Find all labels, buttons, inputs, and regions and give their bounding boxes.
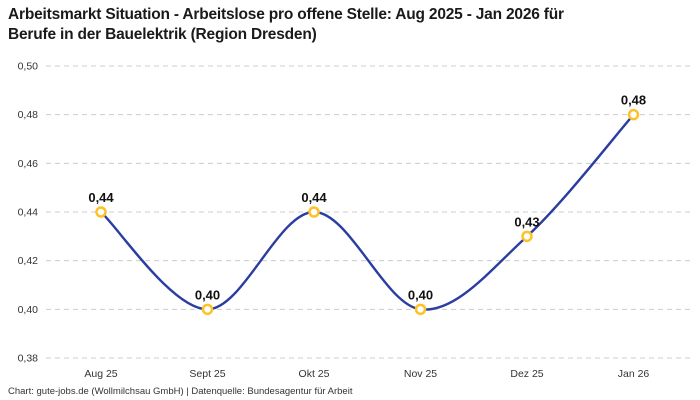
y-tick-label: 0,42 <box>18 255 39 267</box>
data-point-label: 0,48 <box>621 93 646 108</box>
y-tick-label: 0,50 <box>18 61 39 73</box>
y-tick-label: 0,38 <box>18 353 39 365</box>
data-point[interactable] <box>95 206 107 218</box>
data-point-label: 0,40 <box>408 287 433 302</box>
data-point[interactable] <box>308 206 320 218</box>
data-point[interactable] <box>201 303 214 316</box>
data-point[interactable] <box>521 230 533 243</box>
y-tick-label: 0,44 <box>18 207 39 219</box>
x-tick-label: Nov 25 <box>404 368 437 380</box>
x-tick-label: Sept 25 <box>189 368 225 380</box>
x-tick-label: Okt 25 <box>299 368 330 380</box>
chart-title: Arbeitsmarkt Situation - Arbeitslose pro… <box>8 5 668 46</box>
x-tick-label: Jan 26 <box>618 368 650 380</box>
series-line <box>99 113 635 311</box>
data-point-label: 0,40 <box>195 287 220 302</box>
data-point[interactable] <box>414 303 427 316</box>
y-tick-label: 0,40 <box>18 304 39 316</box>
data-point-label: 0,43 <box>514 214 539 229</box>
data-point[interactable] <box>627 108 640 121</box>
data-point-label: 0,44 <box>88 190 114 205</box>
chart-credit: Chart: gute-jobs.de (Wollmilchsau GmbH) … <box>8 386 353 397</box>
chart-title-line2: Berufe in der Bauelektrik (Region Dresde… <box>8 26 317 44</box>
x-tick-label: Dez 25 <box>510 368 543 380</box>
y-tick-label: 0,46 <box>18 158 39 170</box>
chart-title-line1: Arbeitsmarkt Situation - Arbeitslose pro… <box>8 6 564 23</box>
data-point-label: 0,44 <box>301 190 327 205</box>
x-tick-label: Aug 25 <box>84 368 117 380</box>
y-tick-label: 0,48 <box>18 109 39 121</box>
